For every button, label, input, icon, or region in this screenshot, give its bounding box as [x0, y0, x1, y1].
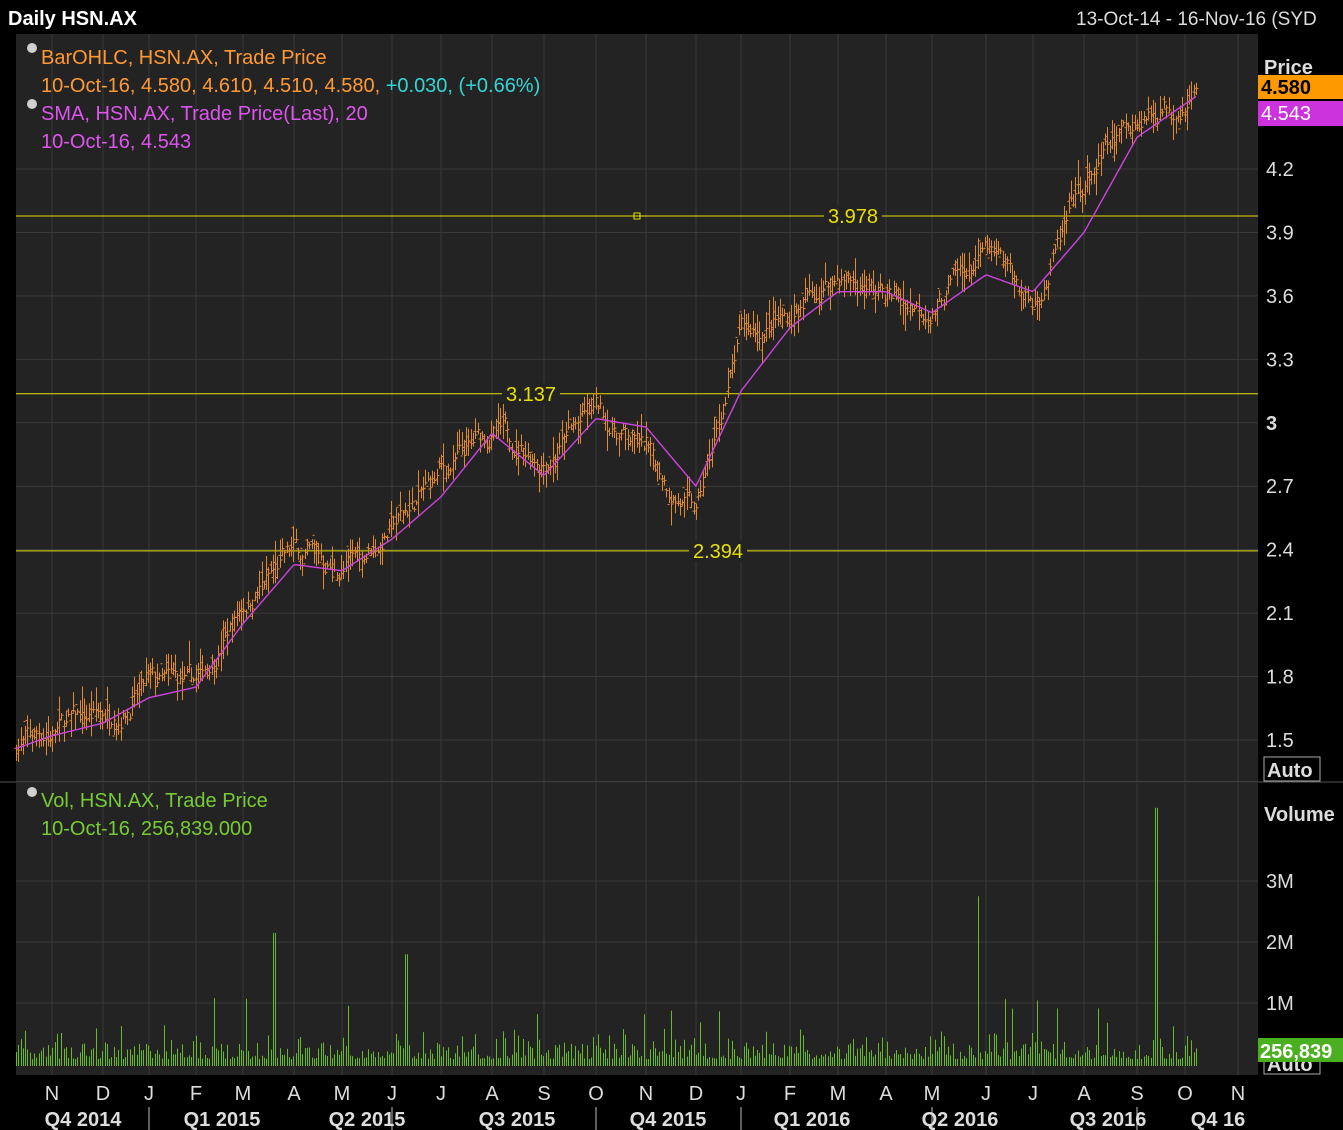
month-label: J — [1028, 1083, 1038, 1105]
price-tick-label: 4.2 — [1266, 159, 1294, 181]
ohlc-bars — [14, 81, 1199, 762]
quarter-label: Q1 2016 — [774, 1109, 851, 1130]
month-label: J — [981, 1083, 991, 1105]
quarter-label: Q3 2016 — [1070, 1109, 1147, 1130]
month-label: M — [235, 1083, 252, 1105]
ohlc-legend-name: BarOHLC, HSN.AX, Trade Price — [41, 47, 327, 69]
sma-legend-name: SMA, HSN.AX, Trade Price(Last), 20 — [41, 103, 368, 125]
month-label: A — [1077, 1083, 1091, 1105]
month-label: O — [588, 1083, 604, 1105]
price-tick-label: 2.1 — [1266, 603, 1294, 625]
month-label: M — [334, 1083, 351, 1105]
price-tick-label: 1.5 — [1266, 730, 1294, 752]
price-auto-label: Auto — [1267, 760, 1313, 782]
volume-tick-label: 1M — [1266, 993, 1294, 1015]
price-gridlines — [16, 34, 1258, 782]
volume-tick-labels: 1M 2M 3M — [1266, 871, 1294, 1015]
hline-label-bg — [689, 539, 747, 562]
month-label: F — [190, 1083, 202, 1105]
price-tick-label: 3.9 — [1266, 222, 1294, 244]
quarter-label: Q3 2015 — [479, 1109, 556, 1130]
month-label: A — [287, 1083, 301, 1105]
hline-label: 3.978 — [828, 206, 878, 228]
price-auto-button[interactable] — [1263, 756, 1321, 782]
sma-label: 4.543 — [1261, 103, 1311, 125]
month-label: J — [387, 1083, 397, 1105]
month-label: S — [1130, 1083, 1143, 1105]
volume-axis-title: Volume — [1264, 804, 1335, 826]
quarter-label: Q4 16 — [1191, 1109, 1245, 1130]
month-label: J — [436, 1083, 446, 1105]
hline-label: 2.394 — [693, 541, 743, 563]
month-label: N — [45, 1083, 59, 1105]
month-label: N — [1231, 1083, 1245, 1105]
sma-line — [15, 95, 1197, 750]
quarter-label: Q4 2014 — [45, 1109, 123, 1130]
price-tick-label: 3.3 — [1266, 349, 1294, 371]
price-tick-label: 2.7 — [1266, 476, 1294, 498]
volume-legend-name: Vol, HSN.AX, Trade Price — [41, 790, 268, 812]
price-axis-title: Price — [1264, 57, 1313, 79]
price-tick-label: 2.4 — [1266, 540, 1294, 562]
hline-handle[interactable] — [633, 212, 641, 220]
month-label: D — [96, 1083, 110, 1105]
last-price-badge — [1258, 75, 1343, 99]
month-label: J — [144, 1083, 154, 1105]
time-axis[interactable] — [0, 1075, 1343, 1130]
price-tick-labels: 1.5 1.8 2.1 2.4 2.7 3 3.3 3.6 3.9 4.2 — [1266, 159, 1294, 752]
last-price-label: 4.580 — [1261, 77, 1311, 99]
price-tick-label: 1.8 — [1266, 667, 1294, 689]
month-label: J — [736, 1083, 746, 1105]
sma-legend-values: 10-Oct-16, 4.543 — [41, 131, 191, 153]
last-volume-badge — [1258, 1038, 1343, 1062]
month-label: N — [639, 1083, 653, 1105]
ohlc-legend-values: 10-Oct-16, 4.580, 4.610, 4.510, 4.580, +… — [41, 75, 540, 97]
quarter-label: Q2 2015 — [329, 1109, 406, 1130]
hline-label-bg — [502, 382, 560, 405]
time-axis-labels: N D J F M A M J J A S O N D J F M A M J J A S O N Q4 2014 Q1 2015 Q… — [45, 1083, 1245, 1130]
sma-badge — [1258, 101, 1343, 126]
price-axis[interactable] — [1258, 34, 1343, 782]
hline-label-bg — [824, 204, 882, 227]
price-tick-label: 3 — [1266, 413, 1277, 435]
month-label: M — [830, 1083, 847, 1105]
volume-panel[interactable] — [16, 783, 1258, 1075]
price-horizontal-lines: 3.978 3.137 2.394 — [16, 204, 1258, 563]
legend-toggle-icon[interactable] — [27, 787, 37, 797]
chart-title: Daily HSN.AX — [8, 8, 138, 30]
month-label: M — [924, 1083, 941, 1105]
month-label: O — [1177, 1083, 1193, 1105]
quarter-label: Q1 2015 — [184, 1109, 261, 1130]
volume-bars — [16, 807, 1197, 1066]
header-bar — [0, 0, 1343, 34]
month-label: F — [784, 1083, 796, 1105]
price-tick-label: 3.6 — [1266, 286, 1294, 308]
volume-tick-label: 3M — [1266, 871, 1294, 893]
month-label: D — [689, 1083, 703, 1105]
date-range: 13-Oct-14 - 16-Nov-16 (SYD — [1076, 9, 1317, 30]
hline-label: 3.137 — [506, 384, 556, 406]
legend-toggle-icon[interactable] — [27, 99, 37, 109]
last-volume-label: 256,839 — [1260, 1041, 1332, 1063]
month-label: S — [537, 1083, 550, 1105]
volume-legend-values: 10-Oct-16, 256,839.000 — [41, 818, 252, 840]
legend-toggle-icon[interactable] — [27, 43, 37, 53]
quarter-label: Q4 2015 — [630, 1109, 707, 1130]
month-label: A — [485, 1083, 499, 1105]
quarter-label: Q2 2016 — [922, 1109, 999, 1130]
volume-gridlines — [16, 783, 1258, 1075]
month-label: A — [879, 1083, 893, 1105]
volume-axis[interactable] — [1258, 783, 1343, 1075]
volume-tick-label: 2M — [1266, 932, 1294, 954]
